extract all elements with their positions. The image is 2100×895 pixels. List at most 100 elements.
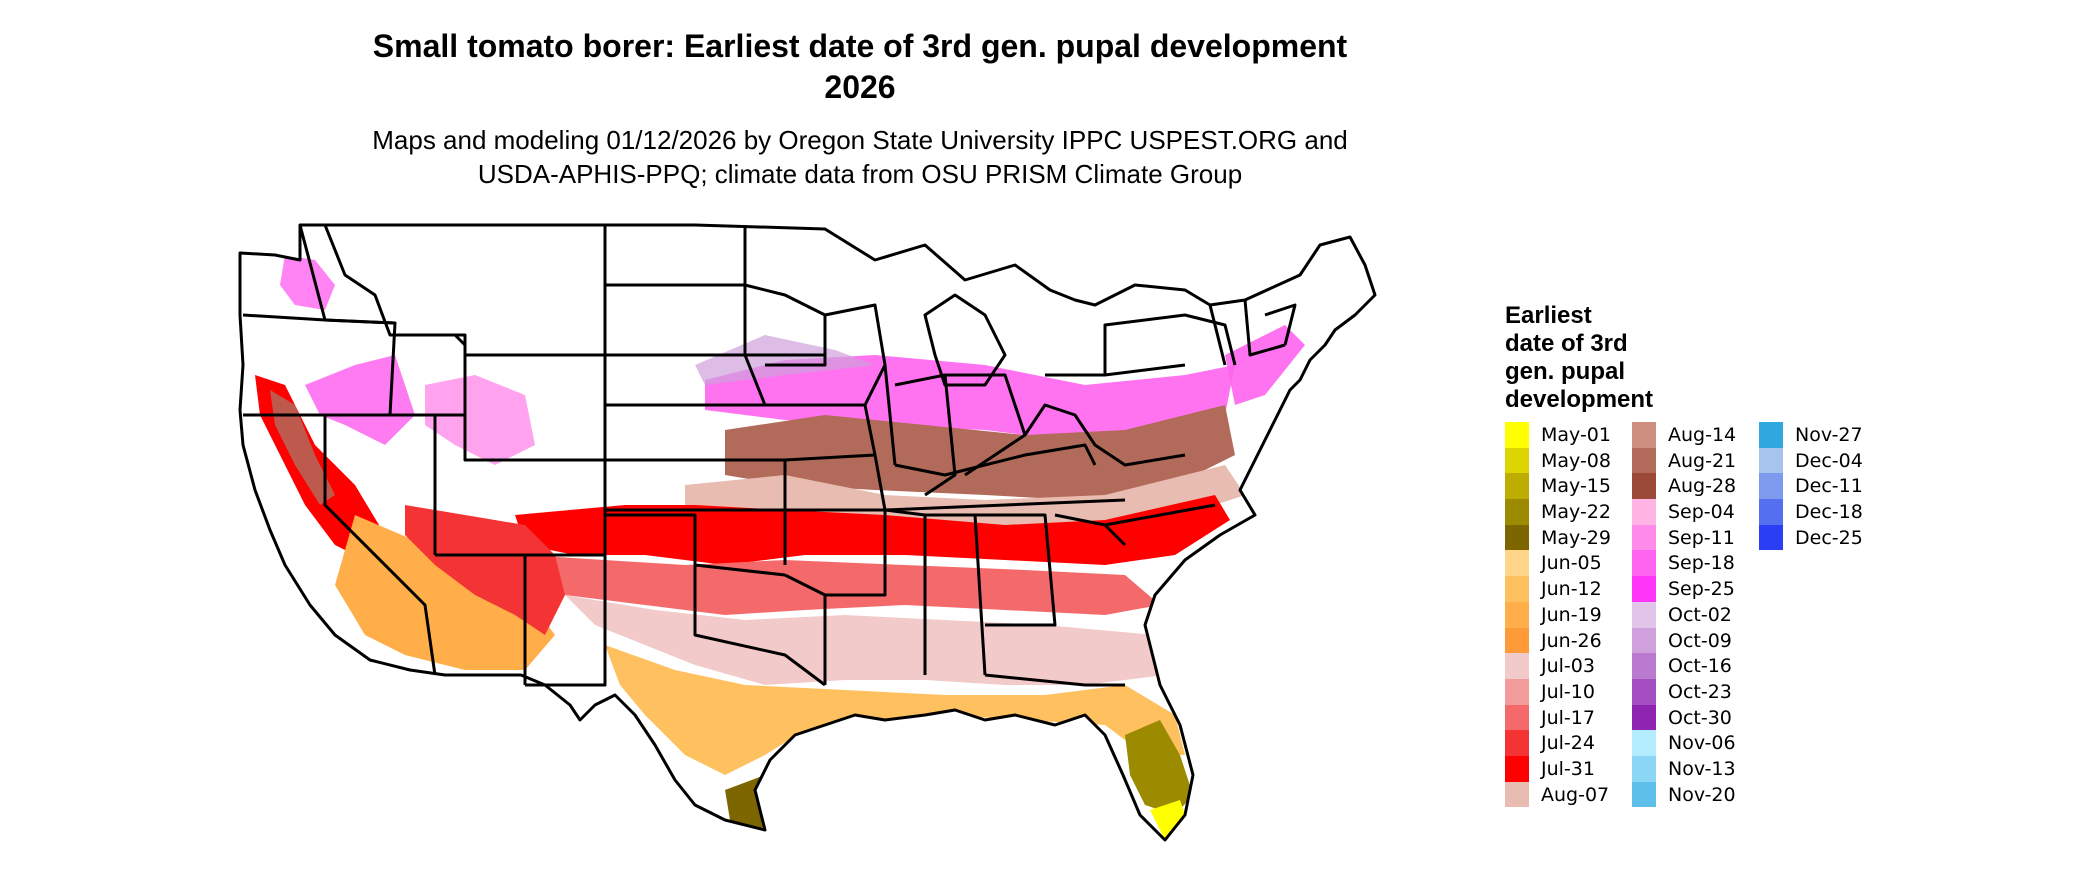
legend-title-line-1: Earliest (1505, 302, 1592, 329)
legend-swatch (1632, 576, 1656, 602)
legend-swatch (1505, 524, 1529, 551)
legend-swatch (1505, 447, 1529, 474)
border-ms-al-ga (884, 508, 1057, 676)
legend-item: Jun-19 (1505, 601, 1633, 628)
legend-item: Sep-25 (1632, 576, 1760, 602)
legend-swatch (1632, 704, 1656, 731)
legend-swatch (1505, 627, 1529, 654)
zone-southwest-orange (335, 515, 555, 670)
legend-swatch (1632, 524, 1656, 551)
legend-label: Jul-10 (1541, 680, 1595, 703)
legend-item: Jul-31 (1505, 755, 1633, 782)
legend-item: Jul-24 (1505, 730, 1633, 756)
legend-swatch (1632, 730, 1656, 756)
legend-label: Nov-20 (1668, 783, 1736, 806)
legend-label: Aug-14 (1668, 424, 1737, 446)
legend-item: Jul-10 (1505, 678, 1633, 705)
legend-label: May-01 (1541, 424, 1611, 446)
legend-swatch (1505, 730, 1529, 756)
legend-title-line-4: development (1505, 386, 1654, 413)
legend-item: Oct-23 (1632, 678, 1760, 705)
us-map (238, 223, 1377, 842)
legend-item: Oct-30 (1632, 704, 1760, 731)
border-tx (693, 565, 826, 687)
legend-item: Sep-18 (1632, 550, 1760, 577)
border-id (298, 224, 397, 416)
legend-swatch (1505, 678, 1529, 705)
legend-item: Oct-02 (1632, 601, 1760, 628)
zone-jun-12 (605, 645, 1185, 775)
legend-swatch (1505, 704, 1529, 731)
legend-item: May-22 (1505, 499, 1633, 525)
legend-swatch (1505, 576, 1529, 602)
border-ut-co (433, 415, 607, 555)
legend-swatch (1505, 653, 1529, 679)
legend-label: Jun-26 (1541, 629, 1602, 652)
legend-swatch (1632, 781, 1656, 808)
zone-west-pink-2 (425, 375, 535, 465)
legend-label: Jun-19 (1541, 603, 1602, 626)
legend-item: Aug-07 (1505, 781, 1633, 808)
legend-item: Nov-13 (1632, 755, 1760, 782)
legend-column-2: Aug-14 Aug-21 Aug-28 Sep-04 Sep-11 Sep-18 Sep-… (1632, 422, 1760, 808)
legend-label: May-15 (1541, 475, 1611, 498)
border-ar-la (784, 508, 887, 685)
border-ne-ks (603, 354, 787, 510)
legend-item: Dec-04 (1759, 447, 1887, 474)
map-title-line-2: 2026 (824, 69, 896, 105)
legend-item: Oct-09 (1632, 627, 1760, 654)
legend-swatch (1632, 601, 1656, 628)
border-wi-il (824, 303, 897, 466)
border-mi-peninsula (923, 293, 1007, 387)
legend-label: Aug-21 (1668, 449, 1737, 472)
legend-title: Earliest date of 3rd gen. pupal developm… (1505, 302, 1725, 414)
legend-swatch (1505, 422, 1529, 448)
legend-swatch (1632, 550, 1656, 577)
legend-item: Nov-06 (1632, 730, 1760, 756)
legend-swatch (1759, 447, 1783, 474)
legend-swatch (1505, 781, 1529, 808)
legend-item: May-29 (1505, 524, 1633, 551)
legend-swatch (1632, 473, 1656, 500)
legend-label: Dec-11 (1795, 475, 1863, 498)
legend-label: Dec-18 (1795, 501, 1863, 524)
legend-label: Sep-25 (1668, 578, 1735, 601)
map-subtitle-line-2: USDA-APHIS-PPQ; climate data from OSU PR… (477, 159, 1243, 189)
legend-label: Jun-12 (1541, 578, 1602, 601)
legend-column-3: Nov-27 Dec-04 Dec-11 Dec-18 Dec-25 (1759, 422, 1887, 551)
legend-item: Nov-20 (1632, 781, 1760, 808)
border-nd-sd (603, 225, 747, 357)
legend-swatch (1632, 678, 1656, 705)
legend-item: May-01 (1505, 422, 1633, 448)
zone-jul-17 (525, 555, 1160, 615)
state-borders (238, 223, 1377, 842)
legend-swatch (1632, 627, 1656, 654)
legend-item: Nov-27 (1759, 422, 1887, 448)
zone-west-brown (270, 390, 335, 505)
legend-title-line-3: gen. pupal (1505, 358, 1625, 385)
legend-swatch (1505, 550, 1529, 577)
legend-label: Oct-16 (1668, 655, 1732, 678)
border-ky-tn (884, 443, 1126, 512)
legend-swatch (1632, 755, 1656, 782)
legend-item: Sep-04 (1632, 499, 1760, 525)
legend-column-1: May-01 May-08 May-15 May-22 May-29 Jun-05 Jun-… (1505, 422, 1633, 808)
legend-label: Aug-07 (1541, 783, 1610, 806)
legend-item: Oct-16 (1632, 653, 1760, 679)
legend-swatch (1632, 447, 1656, 474)
map-subtitle: Maps and modeling 01/12/2026 by Oregon S… (300, 123, 1420, 191)
us-outline (238, 223, 1377, 842)
legend-swatch (1759, 473, 1783, 500)
legend-label: Jun-05 (1541, 552, 1602, 575)
zone-west-pink-1 (305, 355, 415, 445)
legend-label: Dec-04 (1795, 449, 1863, 472)
legend-swatch (1632, 653, 1656, 679)
border-ia-mo (765, 403, 887, 511)
legend-item: Jul-17 (1505, 704, 1633, 731)
legend-label: Jul-03 (1541, 655, 1595, 678)
legend-label: Oct-23 (1668, 680, 1732, 703)
legend-label: Sep-18 (1668, 552, 1735, 575)
legend-swatch (1505, 473, 1529, 500)
legend-label: Jul-24 (1541, 732, 1595, 755)
border-new-england (1208, 299, 1297, 366)
